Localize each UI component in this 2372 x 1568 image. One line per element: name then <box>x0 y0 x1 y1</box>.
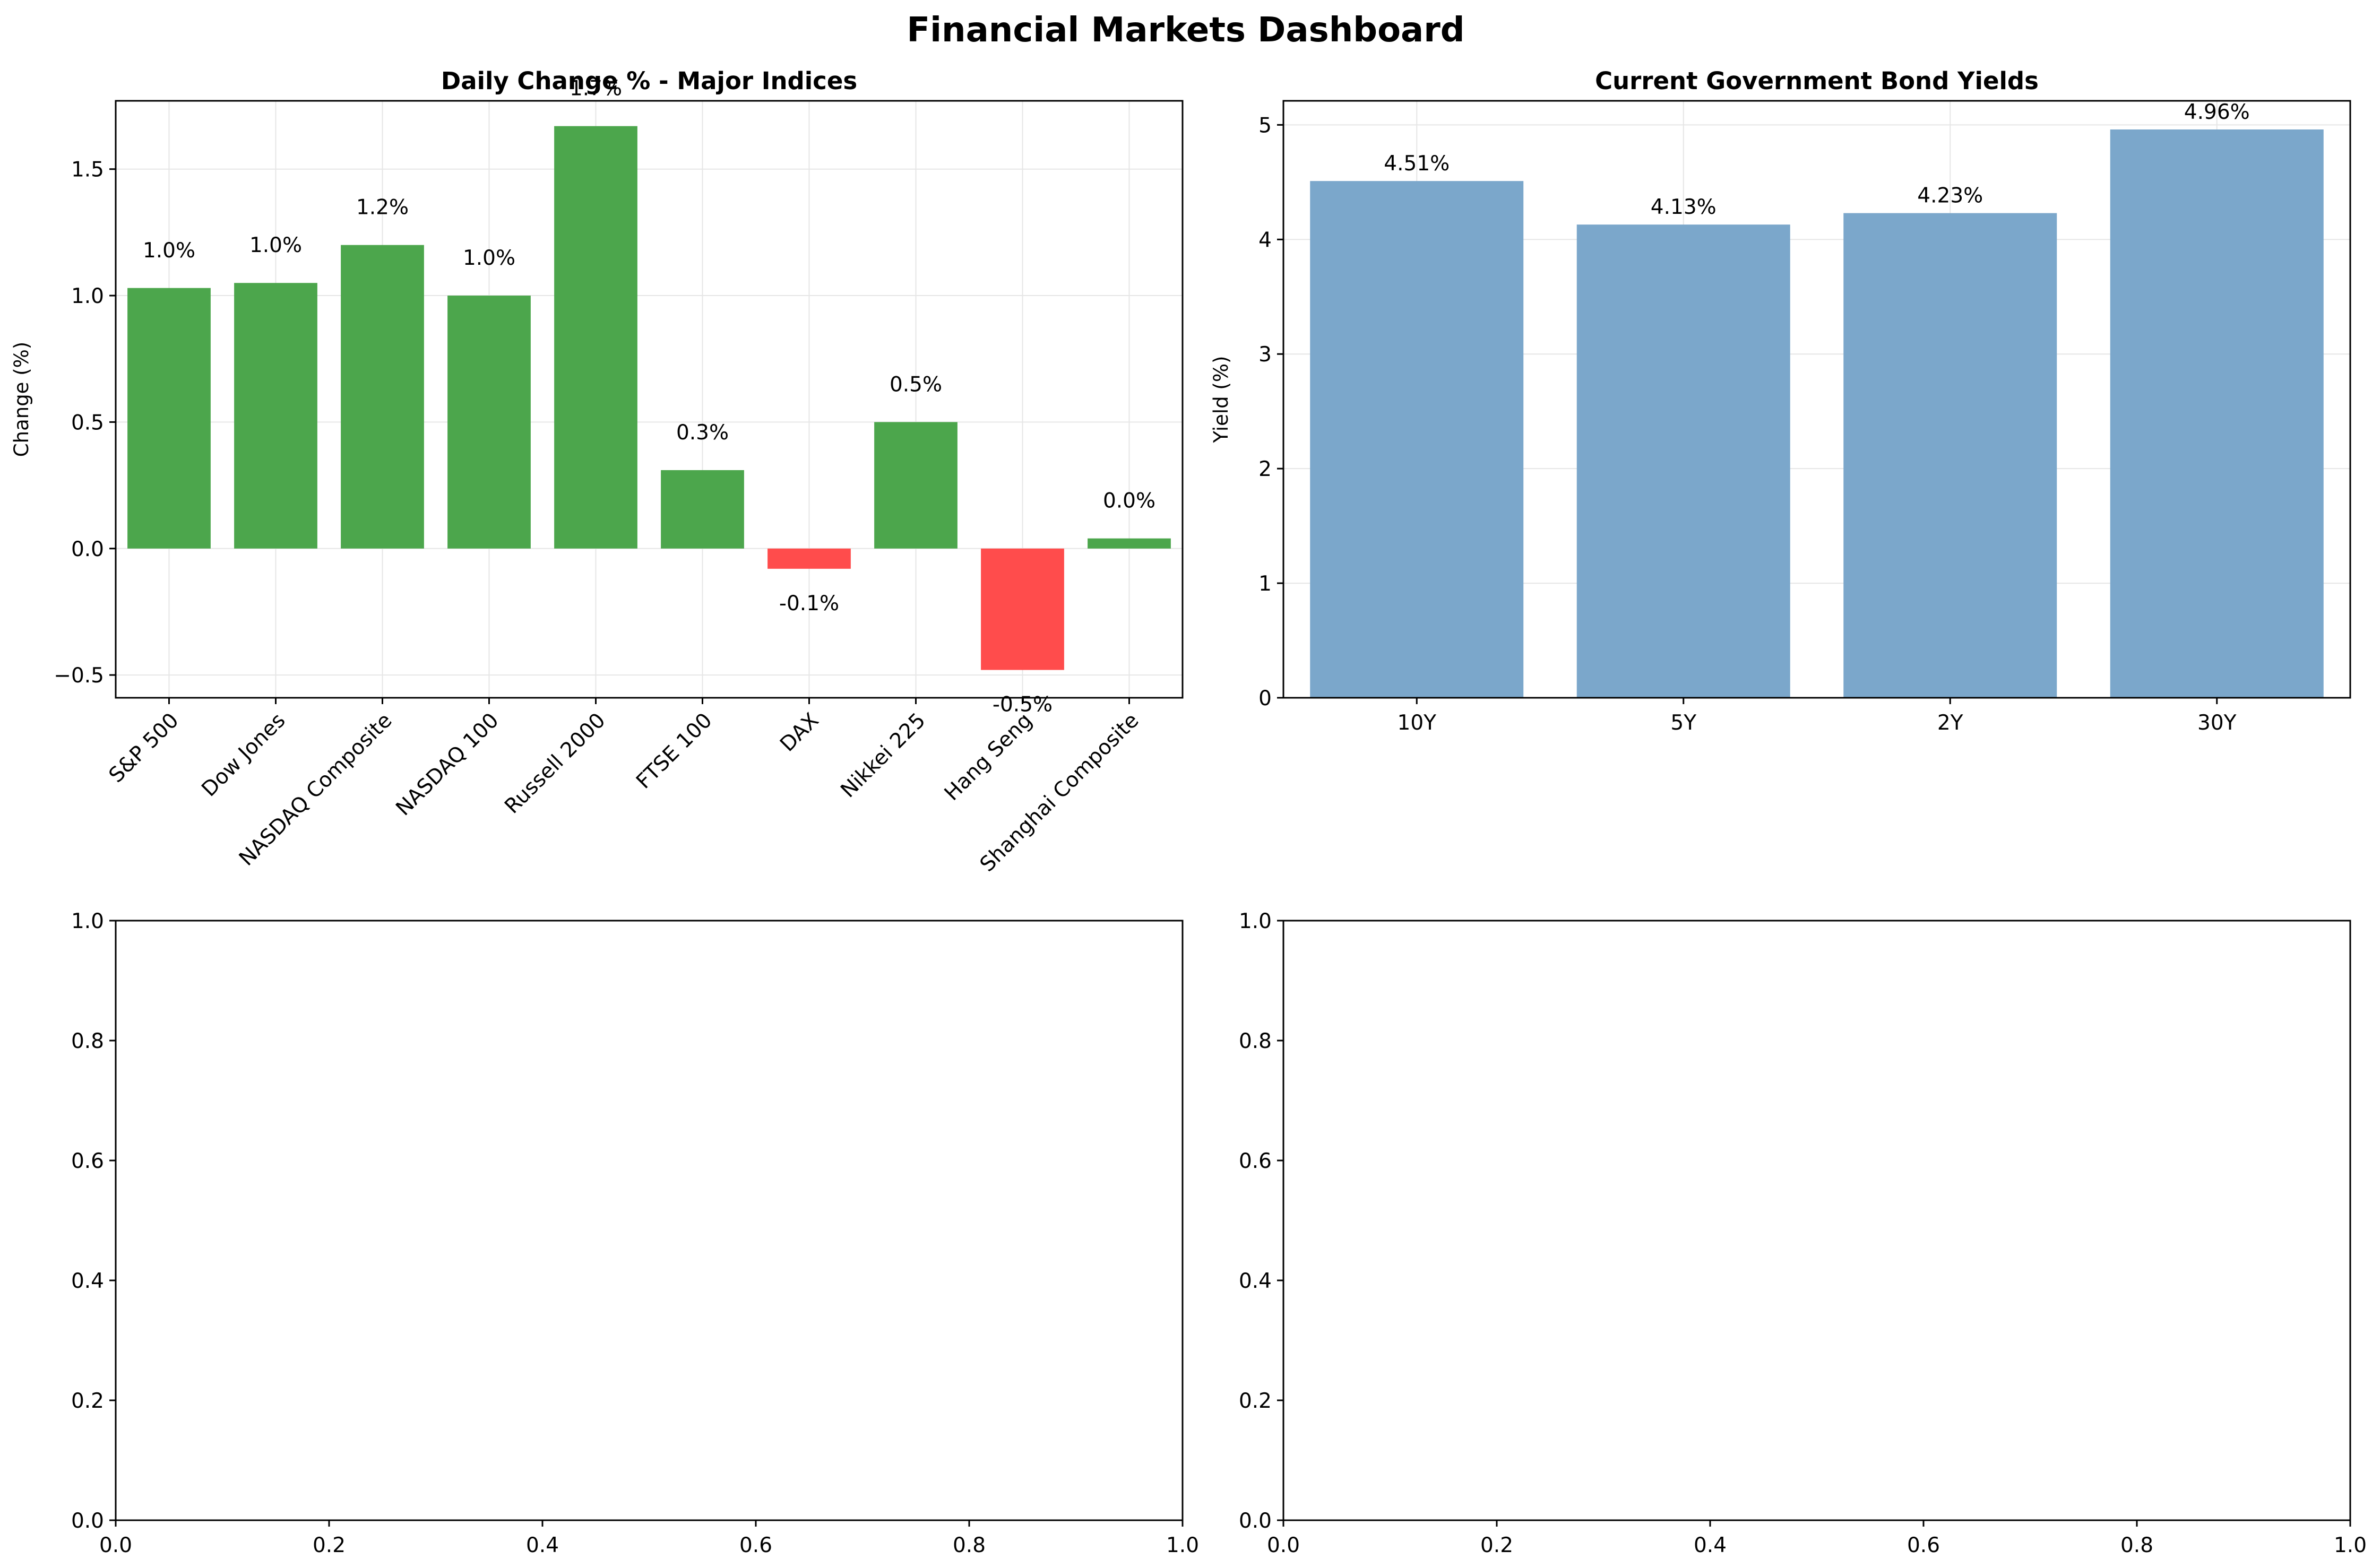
y-tick-label: 1 <box>1258 572 1272 596</box>
bar <box>981 548 1064 670</box>
data-label: 0.5% <box>890 372 942 396</box>
data-label: 0.3% <box>676 421 729 445</box>
data-label: 4.51% <box>1384 152 1450 176</box>
x-tick-label: DAX <box>775 708 823 756</box>
bar <box>1576 224 1790 698</box>
chart-title: Current Government Bond Yields <box>1595 67 2039 95</box>
data-label: 1.7% <box>570 77 622 101</box>
bar <box>1088 538 1171 549</box>
data-label: 0.0% <box>1103 489 1155 513</box>
y-tick-label: 0.6 <box>1239 1149 1272 1173</box>
chart-title: Daily Change % - Major Indices <box>441 67 857 95</box>
x-tick-label: 30Y <box>2197 711 2237 735</box>
x-tick-label: 0.6 <box>1907 1534 1940 1557</box>
bar <box>874 422 958 549</box>
data-label: 1.0% <box>249 233 302 257</box>
y-tick-label: 0.0 <box>71 1509 104 1533</box>
x-tick-label: 5Y <box>1670 711 1696 735</box>
bar <box>1843 213 2057 698</box>
y-tick-label: 5 <box>1258 114 1272 137</box>
y-tick-label: 1.0 <box>71 909 104 933</box>
x-tick-label: 0.8 <box>953 1534 986 1557</box>
y-tick-label: 1.0 <box>1239 909 1272 933</box>
y-tick-label: 4 <box>1258 228 1272 252</box>
x-tick-label: S&P 500 <box>105 708 184 787</box>
x-tick-label: Nikkei 225 <box>836 708 930 802</box>
y-tick-label: 0.2 <box>71 1389 104 1413</box>
y-tick-label: 1.5 <box>71 158 104 182</box>
x-tick-label: 0.4 <box>1694 1534 1727 1557</box>
axes-frame <box>1282 100 2351 699</box>
y-tick-label: 0.2 <box>1239 1389 1272 1413</box>
data-label: 4.23% <box>1917 184 1983 208</box>
data-label: -0.1% <box>779 592 839 616</box>
data-label: 1.0% <box>143 239 195 263</box>
axes-frame <box>1282 920 2351 1521</box>
x-tick-label: 0.0 <box>1267 1534 1300 1557</box>
x-tick-label: Russell 2000 <box>500 708 610 818</box>
empty-chart-bottom-right: 0.0 0.2 0.4 0.6 0.8 1.0 0.0 0.2 0.4 0.6 0.8 1.0 <box>1239 909 2367 1557</box>
bar <box>234 283 317 549</box>
data-label: -0.5% <box>993 693 1053 717</box>
bar <box>1310 181 1524 698</box>
data-label: 1.2% <box>356 196 409 220</box>
bar <box>554 126 637 549</box>
y-axis-label: Change (%) <box>10 342 33 457</box>
x-tick-label: 0.0 <box>99 1534 132 1557</box>
y-tick-label: 3 <box>1258 343 1272 367</box>
y-tick-label: 0.4 <box>1239 1269 1272 1293</box>
x-tick-label: 10Y <box>1398 711 1437 735</box>
y-tick-label: 0.5 <box>71 411 104 435</box>
empty-chart-bottom-left: 0.0 0.2 0.4 0.6 0.8 1.0 0.0 0.2 0.4 0.6 0.8 1.0 <box>71 909 1199 1557</box>
data-label: 4.96% <box>2184 100 2250 124</box>
x-tick-label: 0.4 <box>526 1534 559 1557</box>
dashboard-title: Financial Markets Dashboard <box>907 11 1464 50</box>
y-tick-label: 2 <box>1258 457 1272 481</box>
x-tick-label: NASDAQ 100 <box>392 708 504 820</box>
y-tick-label: 1.0 <box>71 284 104 308</box>
x-tick-label: Hang Seng <box>940 708 1037 805</box>
bar <box>127 288 211 549</box>
bar <box>341 245 424 549</box>
y-tick-label: 0.8 <box>1239 1029 1272 1053</box>
y-tick-label: 0 <box>1258 687 1272 711</box>
y-tick-label: 0.6 <box>71 1149 104 1173</box>
x-tick-label: 1.0 <box>2334 1534 2367 1557</box>
x-tick-label: 2Y <box>1937 711 1963 735</box>
bond-yields-chart: 4.51% 4.13% 4.23% 4.96% 0 1 2 3 4 5 10Y 5Y 2Y 30Y Curr… <box>1210 67 2351 735</box>
y-tick-label: 0.8 <box>71 1029 104 1053</box>
x-tick-label: 1.0 <box>1166 1534 1199 1557</box>
data-label: 4.13% <box>1651 195 1717 219</box>
axes-frame <box>115 100 1184 699</box>
x-tick-label: 0.2 <box>1480 1534 1513 1557</box>
x-tick-label: 0.2 <box>313 1534 346 1557</box>
x-tick-label: Dow Jones <box>197 708 290 801</box>
x-tick-label: 0.8 <box>2120 1534 2153 1557</box>
axes-frame <box>115 920 1184 1521</box>
daily-change-chart: 1.0% 1.0% 1.2% 1.0% 1.7% 0.3% -0.1% 0.5% -0.5% 0.… <box>10 67 1184 877</box>
bar <box>661 470 744 549</box>
bar <box>2110 129 2324 698</box>
y-axis-label: Yield (%) <box>1210 356 1232 444</box>
bar <box>447 296 531 549</box>
y-tick-label: 0.0 <box>1239 1509 1272 1533</box>
bar <box>767 548 851 569</box>
y-tick-label: −0.5 <box>54 664 104 688</box>
y-tick-label: 0.0 <box>71 538 104 561</box>
x-tick-label: 0.6 <box>739 1534 772 1557</box>
data-label: 1.0% <box>463 246 515 270</box>
x-tick-label: FTSE 100 <box>632 708 717 793</box>
y-tick-label: 0.4 <box>71 1269 104 1293</box>
